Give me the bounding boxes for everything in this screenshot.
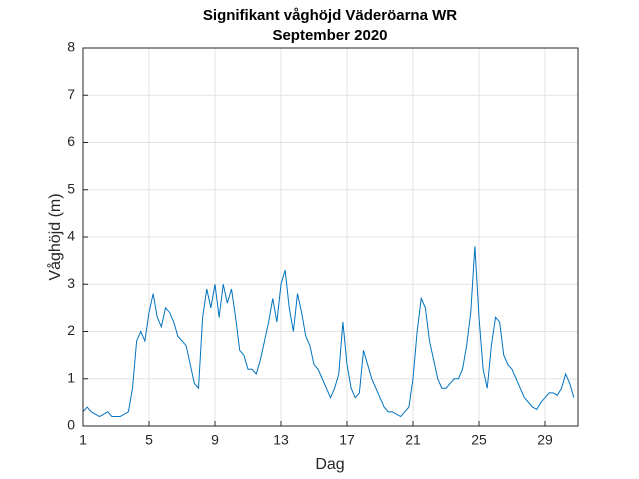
y-axis-label: Våghöjd (m) <box>46 193 64 280</box>
x-tick-label: 21 <box>405 432 421 448</box>
y-tick-label: 3 <box>67 275 75 291</box>
y-tick-label: 8 <box>67 39 75 55</box>
chart-subtitle: September 2020 <box>272 27 387 44</box>
y-tick-label: 0 <box>67 417 75 433</box>
y-tick-label: 6 <box>67 133 75 149</box>
x-axis-label: Dag <box>315 456 344 473</box>
y-tick-label: 4 <box>67 228 75 244</box>
x-tick-label: 25 <box>471 432 487 448</box>
data-line <box>82 246 575 418</box>
x-tick-label: 29 <box>537 432 553 448</box>
axes-box <box>82 47 579 427</box>
y-tick-label: 2 <box>67 322 75 338</box>
x-tick-label: 17 <box>339 432 355 448</box>
x-tick-label: 1 <box>79 432 87 448</box>
x-tick-label: 9 <box>211 432 219 448</box>
chart-title: Signifikant våghöjd Väderöarna WR <box>203 7 457 24</box>
y-tick-label: 7 <box>67 86 75 102</box>
x-tick-label: 5 <box>145 432 153 448</box>
y-tick-label: 1 <box>67 369 75 385</box>
y-tick-label: 5 <box>67 180 75 196</box>
x-tick-label: 13 <box>273 432 289 448</box>
